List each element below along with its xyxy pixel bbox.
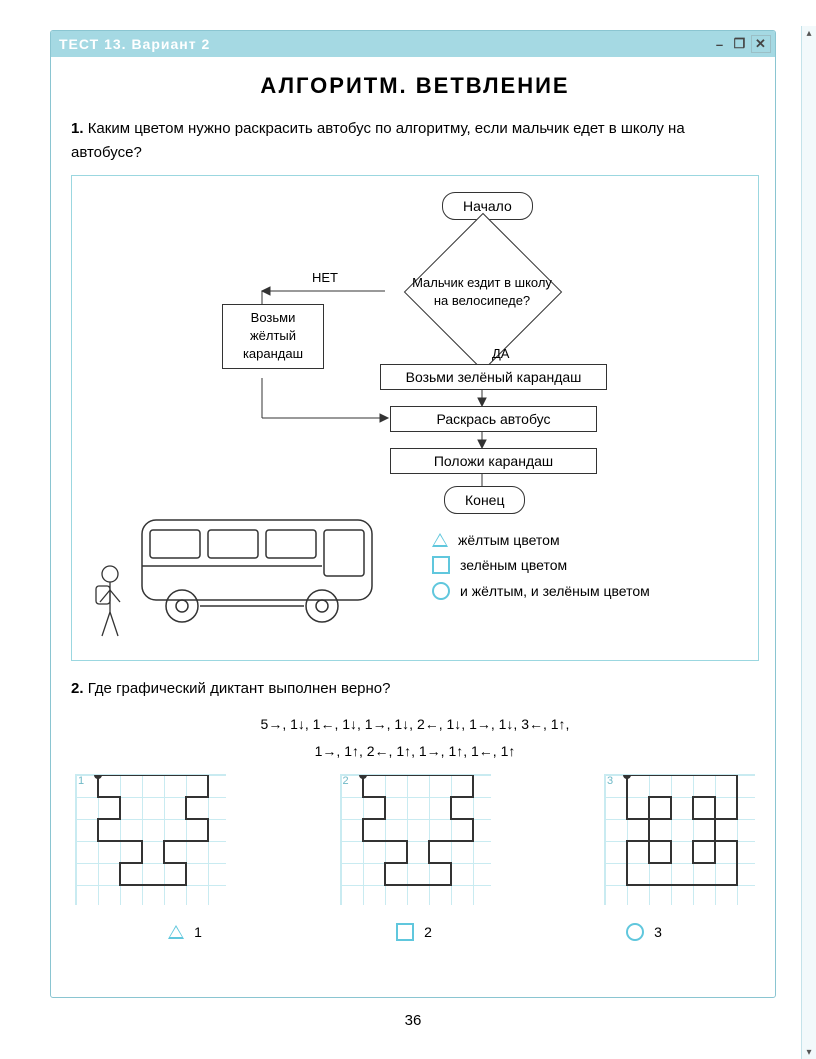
page: ТЕСТ 13. Вариант 2 – ❐ ✕ ▴ ▾ АЛГОРИТМ. В…	[0, 0, 816, 1059]
close-button[interactable]: ✕	[751, 35, 771, 53]
q2-text: Где графический диктант выполнен верно?	[88, 680, 391, 697]
grid-3-path	[605, 775, 755, 905]
grid-2[interactable]: 2	[340, 774, 491, 905]
grid-2-path	[341, 775, 491, 905]
question-1: 1. Каким цветом нужно раскрасить автобус…	[71, 117, 759, 165]
flow-decision-text: Мальчик ездит в школу на велосипеде?	[382, 274, 582, 309]
flow-paint-box: Раскрась автобус	[390, 406, 597, 432]
page-number: 36	[50, 1012, 776, 1029]
titlebar: ТЕСТ 13. Вариант 2 – ❐ ✕	[51, 31, 775, 57]
grid-1-path	[76, 775, 226, 905]
flow-put-box: Положи карандаш	[390, 448, 597, 474]
q1-option-b[interactable]: зелёным цветом	[432, 556, 650, 574]
q2-answers: 1 2 3	[71, 923, 759, 941]
bus-icon	[82, 490, 422, 648]
content-area: АЛГОРИТМ. ВЕТВЛЕНИЕ 1. Каким цветом нужн…	[51, 57, 775, 997]
question-2: 2. Где графический диктант выполнен верн…	[71, 677, 759, 701]
page-heading: АЛГОРИТМ. ВЕТВЛЕНИЕ	[71, 73, 759, 99]
q1-option-c[interactable]: и жёлтым, и зелёным цветом	[432, 582, 650, 600]
bus-illustration-area: жёлтым цветом зелёным цветом и жёлтым, и…	[82, 486, 748, 646]
triangle-icon	[168, 925, 184, 939]
flowchart: Начало Мальчик ездит в школу на велосипе…	[82, 186, 748, 486]
grid-3[interactable]: 3	[604, 774, 755, 905]
q1-number: 1.	[71, 120, 84, 137]
square-icon	[396, 923, 414, 941]
yes-label: ДА	[492, 346, 509, 361]
circle-icon	[432, 582, 450, 600]
q2-answer-3[interactable]: 3	[626, 923, 662, 941]
window-title: ТЕСТ 13. Вариант 2	[59, 36, 709, 52]
square-icon	[432, 556, 450, 574]
maximize-button[interactable]: ❐	[731, 36, 749, 52]
q1-option-a[interactable]: жёлтым цветом	[432, 532, 650, 548]
circle-icon	[626, 923, 644, 941]
flow-connectors	[82, 186, 742, 486]
triangle-icon	[432, 533, 448, 547]
q1-options: жёлтым цветом зелёным цветом и жёлтым, и…	[432, 524, 650, 608]
dictation-sequence: 5→, 1↓, 1←, 1↓, 1→, 1↓, 2←, 1↓, 1→, 1↓, …	[71, 711, 759, 764]
window: ТЕСТ 13. Вариант 2 – ❐ ✕ ▴ ▾ АЛГОРИТМ. В…	[50, 30, 776, 998]
grid-options: 1 2 3	[75, 774, 755, 905]
q1-panel: Начало Мальчик ездит в школу на велосипе…	[71, 175, 759, 661]
minimize-button[interactable]: –	[711, 36, 729, 52]
flow-left-box: Возьми жёлтый карандаш	[222, 304, 324, 369]
grid-1[interactable]: 1	[75, 774, 226, 905]
q2-number: 2.	[71, 680, 84, 697]
flow-green-box: Возьми зелёный карандаш	[380, 364, 607, 390]
no-label: НЕТ	[312, 270, 338, 285]
flow-start: Начало	[442, 192, 533, 220]
q2-answer-1[interactable]: 1	[168, 923, 202, 941]
q2-answer-2[interactable]: 2	[396, 923, 432, 941]
q1-text: Каким цветом нужно раскрасить автобус по…	[71, 120, 685, 161]
